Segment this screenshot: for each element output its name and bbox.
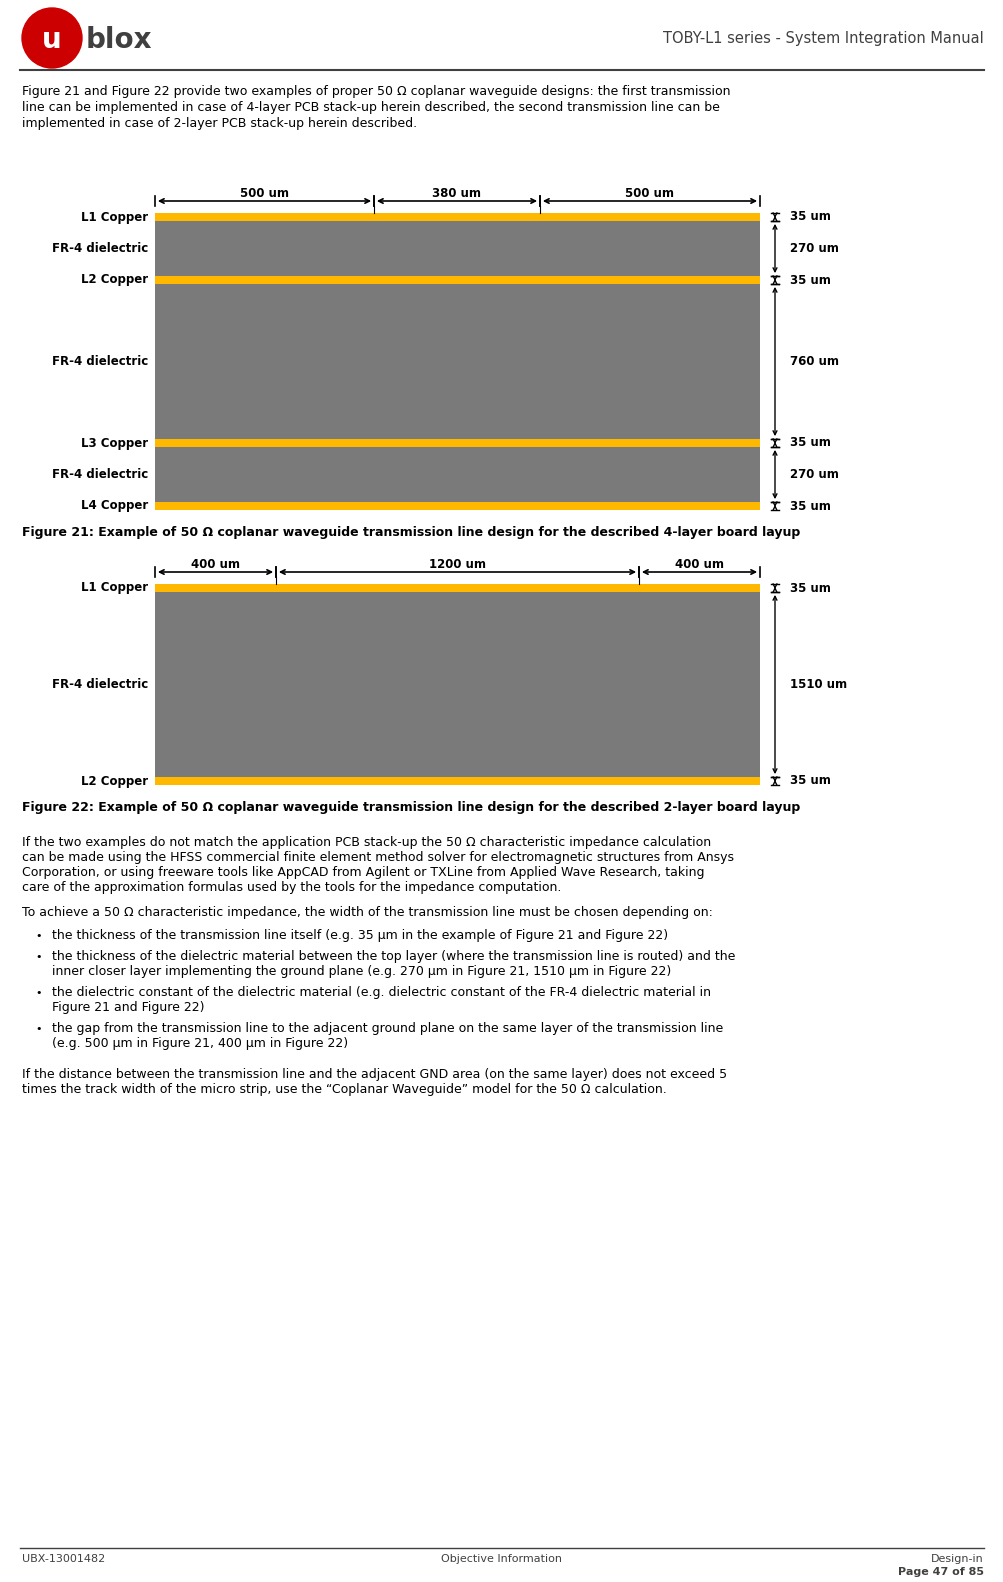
Text: L2 Copper: L2 Copper [81,274,147,286]
Text: Page 47 of 85: Page 47 of 85 [897,1568,983,1577]
Text: FR-4 dielectric: FR-4 dielectric [52,468,147,481]
Text: the thickness of the dielectric material between the top layer (where the transm: the thickness of the dielectric material… [52,951,734,963]
Text: Figure 21 and Figure 22): Figure 21 and Figure 22) [52,1001,205,1014]
Text: 400 um: 400 um [191,558,240,571]
Text: 1200 um: 1200 um [428,558,485,571]
Text: TOBY-L1 series - System Integration Manual: TOBY-L1 series - System Integration Manu… [663,30,983,46]
Bar [154,448,759,501]
Bar [154,275,759,285]
Text: Figure 21: Example of 50 Ω coplanar waveguide transmission line design for the d: Figure 21: Example of 50 Ω coplanar wave… [22,525,799,539]
Text: implemented in case of 2-layer PCB stack-up herein described.: implemented in case of 2-layer PCB stack… [22,117,416,130]
Text: 270 um: 270 um [789,468,839,481]
Text: 35 um: 35 um [789,500,830,513]
Text: 1510 um: 1510 um [789,679,847,691]
Text: inner closer layer implementing the ground plane (e.g. 270 µm in Figure 21, 1510: inner closer layer implementing the grou… [52,965,671,978]
Bar [154,438,759,448]
Text: blox: blox [86,25,152,54]
Text: 760 um: 760 um [789,354,839,369]
Text: •: • [35,930,41,941]
Text: the thickness of the transmission line itself (e.g. 35 µm in the example of Figu: the thickness of the transmission line i… [52,929,667,941]
Text: •: • [35,952,41,962]
Text: 35 um: 35 um [789,274,830,286]
Text: FR-4 dielectric: FR-4 dielectric [52,242,147,255]
Text: the gap from the transmission line to the adjacent ground plane on the same laye: the gap from the transmission line to th… [52,1022,722,1035]
Text: Corporation, or using freeware tools like AppCAD from Agilent or TXLine from App: Corporation, or using freeware tools lik… [22,865,704,880]
Text: 270 um: 270 um [789,242,839,255]
Text: L1 Copper: L1 Copper [81,582,147,595]
Text: L3 Copper: L3 Copper [81,437,147,449]
Bar [154,501,759,509]
Text: FR-4 dielectric: FR-4 dielectric [52,679,147,691]
Bar [154,584,276,592]
Text: 35 um: 35 um [789,210,830,223]
Text: line can be implemented in case of 4-layer PCB stack-up herein described, the se: line can be implemented in case of 4-lay… [22,101,719,114]
Text: If the two examples do not match the application PCB stack-up the 50 Ω character: If the two examples do not match the app… [22,835,710,850]
Text: Objective Information: Objective Information [441,1554,562,1565]
Text: 380 um: 380 um [432,187,481,199]
Bar [638,584,759,592]
Bar [540,214,759,221]
Text: Design-in: Design-in [931,1554,983,1565]
Text: L1 Copper: L1 Copper [81,210,147,223]
Text: 35 um: 35 um [789,437,830,449]
Bar [154,221,759,275]
Circle shape [22,8,82,68]
Text: 500 um: 500 um [240,187,289,199]
Text: times the track width of the micro strip, use the “Coplanar Waveguide” model for: times the track width of the micro strip… [22,1084,666,1096]
Text: •: • [35,1024,41,1035]
Text: 500 um: 500 um [625,187,674,199]
Text: To achieve a 50 Ω characteristic impedance, the width of the transmission line m: To achieve a 50 Ω characteristic impedan… [22,906,712,919]
Text: 400 um: 400 um [674,558,723,571]
Text: •: • [35,989,41,998]
Text: u: u [42,25,62,54]
Bar [154,777,759,785]
Text: UBX-13001482: UBX-13001482 [22,1554,105,1565]
Text: (e.g. 500 µm in Figure 21, 400 µm in Figure 22): (e.g. 500 µm in Figure 21, 400 µm in Fig… [52,1036,348,1050]
Bar [154,592,759,777]
Bar [276,584,638,592]
Text: Figure 22: Example of 50 Ω coplanar waveguide transmission line design for the d: Figure 22: Example of 50 Ω coplanar wave… [22,800,799,815]
Text: If the distance between the transmission line and the adjacent GND area (on the : If the distance between the transmission… [22,1068,726,1081]
Text: L4 Copper: L4 Copper [80,500,147,513]
Text: 35 um: 35 um [789,582,830,595]
Text: L2 Copper: L2 Copper [81,775,147,788]
Text: can be made using the HFSS commercial finite element method solver for electroma: can be made using the HFSS commercial fi… [22,851,733,864]
Bar [154,214,374,221]
Bar [374,214,540,221]
Text: the dielectric constant of the dielectric material (e.g. dielectric constant of : the dielectric constant of the dielectri… [52,986,710,998]
Text: care of the approximation formulas used by the tools for the impedance computati: care of the approximation formulas used … [22,881,561,894]
Text: Figure 21 and Figure 22 provide two examples of proper 50 Ω coplanar waveguide d: Figure 21 and Figure 22 provide two exam… [22,85,730,98]
Text: 35 um: 35 um [789,775,830,788]
Text: FR-4 dielectric: FR-4 dielectric [52,354,147,369]
Bar [154,285,759,438]
